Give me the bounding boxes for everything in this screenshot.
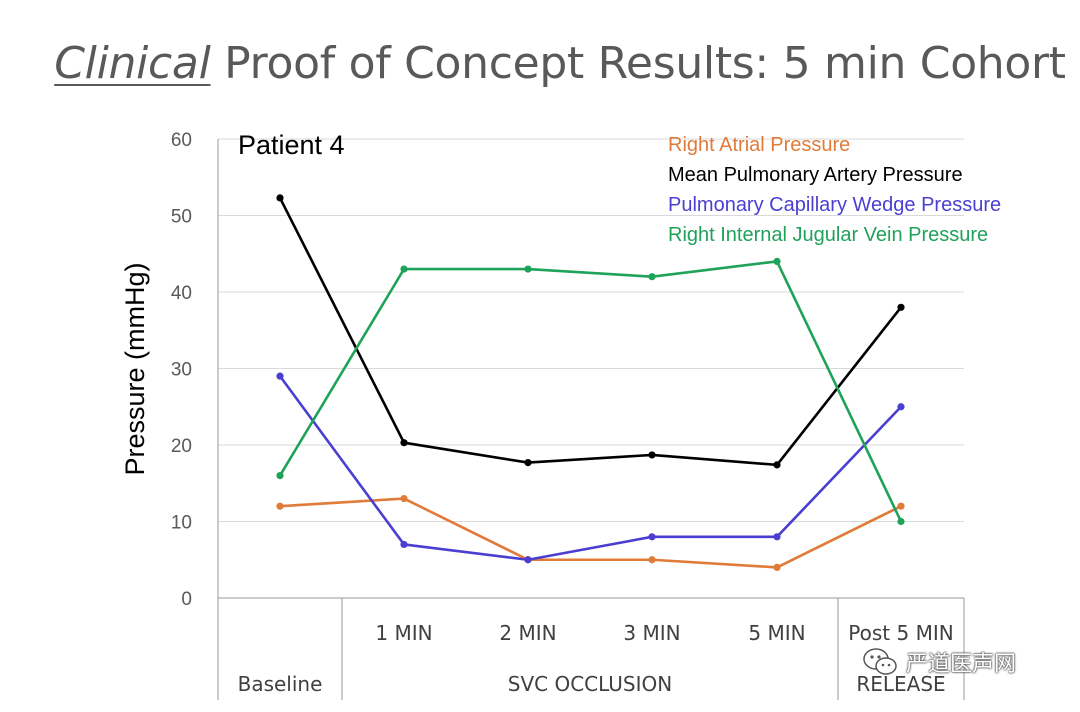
y-tick-label: 40 <box>171 283 192 304</box>
x-tick-label: Post 5 MIN <box>848 621 953 645</box>
data-point <box>400 265 408 273</box>
x-group-label: RELEASE <box>856 672 945 696</box>
data-point <box>648 556 656 564</box>
chart-legend: Right Atrial Pressure Mean Pulmonary Art… <box>668 130 1001 250</box>
chart-axes <box>217 139 965 700</box>
watermark-text: 严道医声网 <box>906 652 1017 677</box>
legend-entry-mean-pulmonary-artery: Mean Pulmonary Artery Pressure <box>668 164 963 186</box>
data-point <box>897 403 905 411</box>
data-point <box>276 472 284 480</box>
y-axis-label: Pressure (mmHg) <box>120 262 150 475</box>
data-point <box>648 273 656 281</box>
data-point <box>524 265 532 273</box>
data-point <box>276 372 284 380</box>
data-point <box>773 257 781 265</box>
series-line <box>279 497 902 569</box>
chart-annotation: Patient 4 <box>238 130 345 160</box>
data-point <box>276 502 284 510</box>
x-group-label: SVC OCCLUSION <box>508 672 672 696</box>
data-point <box>276 194 284 202</box>
slide-title-rest: Proof of Concept Results: 5 min Cohort <box>210 38 1066 89</box>
series-line <box>278 260 903 523</box>
data-point <box>897 303 905 311</box>
data-point <box>524 458 532 467</box>
data-point <box>648 533 656 541</box>
wechat-logo-icon <box>863 648 897 675</box>
y-tick-label: 10 <box>171 513 192 534</box>
data-point <box>400 439 408 447</box>
legend-entry-right-internal-jugular: Right Internal Jugular Vein Pressure <box>668 224 989 246</box>
data-point <box>897 502 905 510</box>
y-tick-label: 0 <box>181 589 192 610</box>
y-tick-label: 60 <box>171 130 192 151</box>
data-point <box>773 461 781 469</box>
slide-title-emphasis: Clinical <box>54 38 211 89</box>
y-tick-label: 30 <box>171 360 192 381</box>
legend-entry-right-atrial: Right Atrial Pressure <box>668 134 851 156</box>
x-tick-label: 2 MIN <box>499 621 556 645</box>
slide-title: Clinical Proof of Concept Results: 5 min… <box>0 38 1080 89</box>
x-group-label: Baseline <box>238 672 323 696</box>
y-tick-label: 20 <box>171 436 192 457</box>
chart-labels: 0 10 20 30 40 50 60 Pressure (mmHg) 1 MIN 2 MIN 3 … <box>120 130 954 696</box>
data-point <box>773 533 781 541</box>
chart-series <box>276 194 905 572</box>
series-line <box>278 375 902 562</box>
x-tick-label: 5 MIN <box>748 621 805 645</box>
data-point <box>400 540 408 549</box>
x-tick-label: 1 MIN <box>375 621 432 645</box>
y-tick-label: 50 <box>171 207 192 228</box>
x-tick-label: 3 MIN <box>623 621 680 645</box>
data-point <box>897 517 905 526</box>
data-point <box>524 556 532 564</box>
series-line <box>278 197 903 467</box>
chart-gridlines <box>218 138 964 522</box>
legend-entry-pulmonary-capillary-wedge: Pulmonary Capillary Wedge Pressure <box>668 194 1002 216</box>
data-point <box>400 494 408 503</box>
data-point <box>773 563 781 572</box>
watermark: 严道医声网 <box>862 646 1016 678</box>
data-point <box>648 451 656 459</box>
